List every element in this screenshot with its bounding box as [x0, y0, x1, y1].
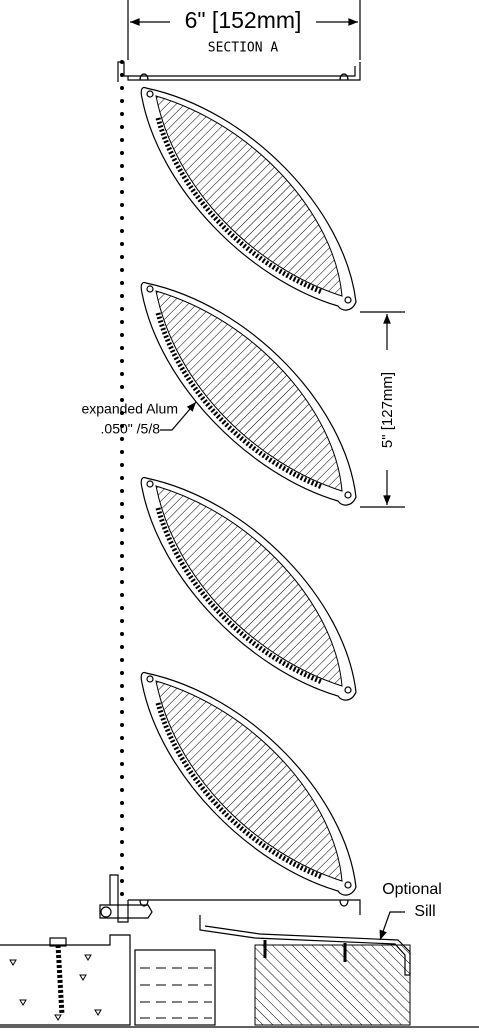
mesh-note: .050" /5/8	[101, 421, 161, 437]
concrete	[0, 934, 131, 1026]
leader	[160, 401, 197, 431]
sill-note: Optional	[382, 881, 442, 898]
blade	[141, 87, 356, 310]
spacing-dimension: 5" [127mm]	[379, 372, 396, 448]
anchor-screw	[99, 904, 153, 919]
wood-block	[254, 944, 411, 1026]
leader	[379, 911, 405, 941]
width-dimension: 6" [152mm]	[185, 7, 302, 33]
blade	[141, 477, 356, 700]
insulation-lines	[140, 967, 212, 1019]
aggregate	[9, 954, 102, 1021]
sill-note: Sill	[414, 903, 435, 920]
mesh-note: expanded Alum	[81, 401, 178, 417]
screw-head	[100, 906, 112, 918]
bolt-head	[49, 937, 67, 947]
anchor-bolt	[55, 944, 65, 1016]
sill-frame	[109, 874, 361, 923]
section-label: SECTION A	[208, 41, 279, 56]
head-frame	[117, 61, 361, 82]
blade	[141, 282, 356, 505]
insulation-block	[134, 949, 216, 1026]
blade	[141, 672, 356, 895]
